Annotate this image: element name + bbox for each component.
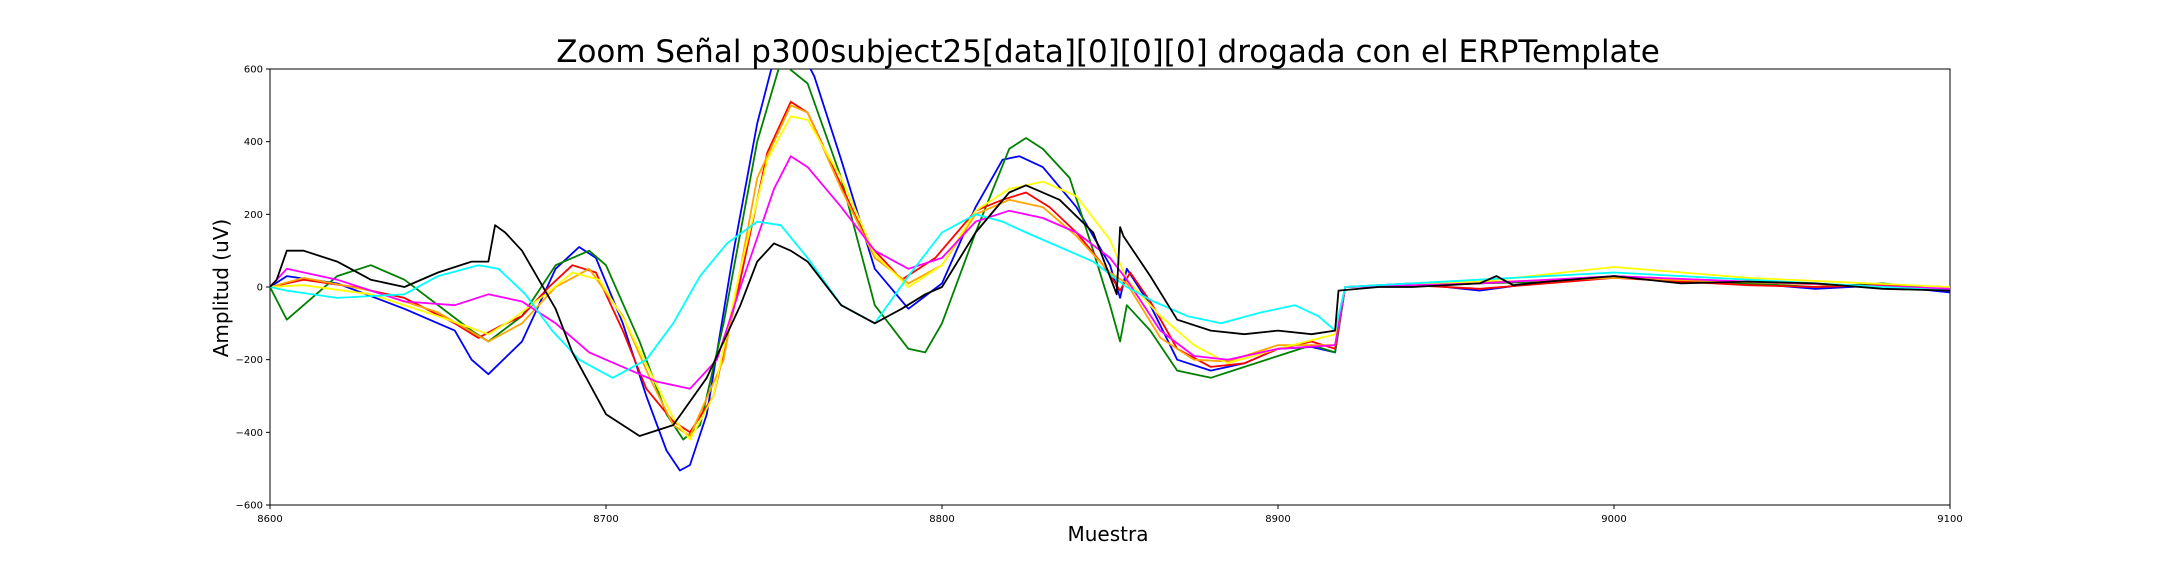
y-tick-label: 400	[244, 137, 263, 148]
y-tick-label: 0	[257, 283, 263, 294]
x-tick-label: 8600	[257, 514, 282, 525]
series-layer	[270, 69, 1950, 472]
y-tick-label: 200	[244, 210, 263, 221]
series-line-6	[270, 155, 1950, 390]
x-tick-label: 9000	[1601, 514, 1626, 525]
chart-title: Zoom Señal p300subject25[data][0][0][0] …	[556, 34, 1660, 70]
x-tick-label: 8700	[593, 514, 618, 525]
series-line-4	[270, 104, 1950, 437]
x-axis-ticks: 8600 8700 8800 8900 9000 9100	[257, 505, 1963, 525]
x-tick-label: 8800	[929, 514, 954, 525]
y-tick-label: −600	[236, 501, 263, 512]
plot-frame	[269, 68, 1951, 506]
series-line-8	[270, 184, 1950, 437]
x-axis-label: Muestra	[1068, 522, 1149, 546]
y-tick-label: −200	[236, 355, 263, 366]
y-tick-label: −400	[236, 428, 263, 439]
y-axis-ticks: −600 −400 −200 0 200 400 600	[236, 65, 270, 512]
x-tick-label: 9100	[1937, 514, 1962, 525]
y-axis-label: Amplitud (uV)	[209, 219, 233, 358]
series-line-7	[270, 213, 1950, 379]
y-tick-label: 600	[244, 65, 263, 76]
x-tick-label: 8900	[1265, 514, 1290, 525]
